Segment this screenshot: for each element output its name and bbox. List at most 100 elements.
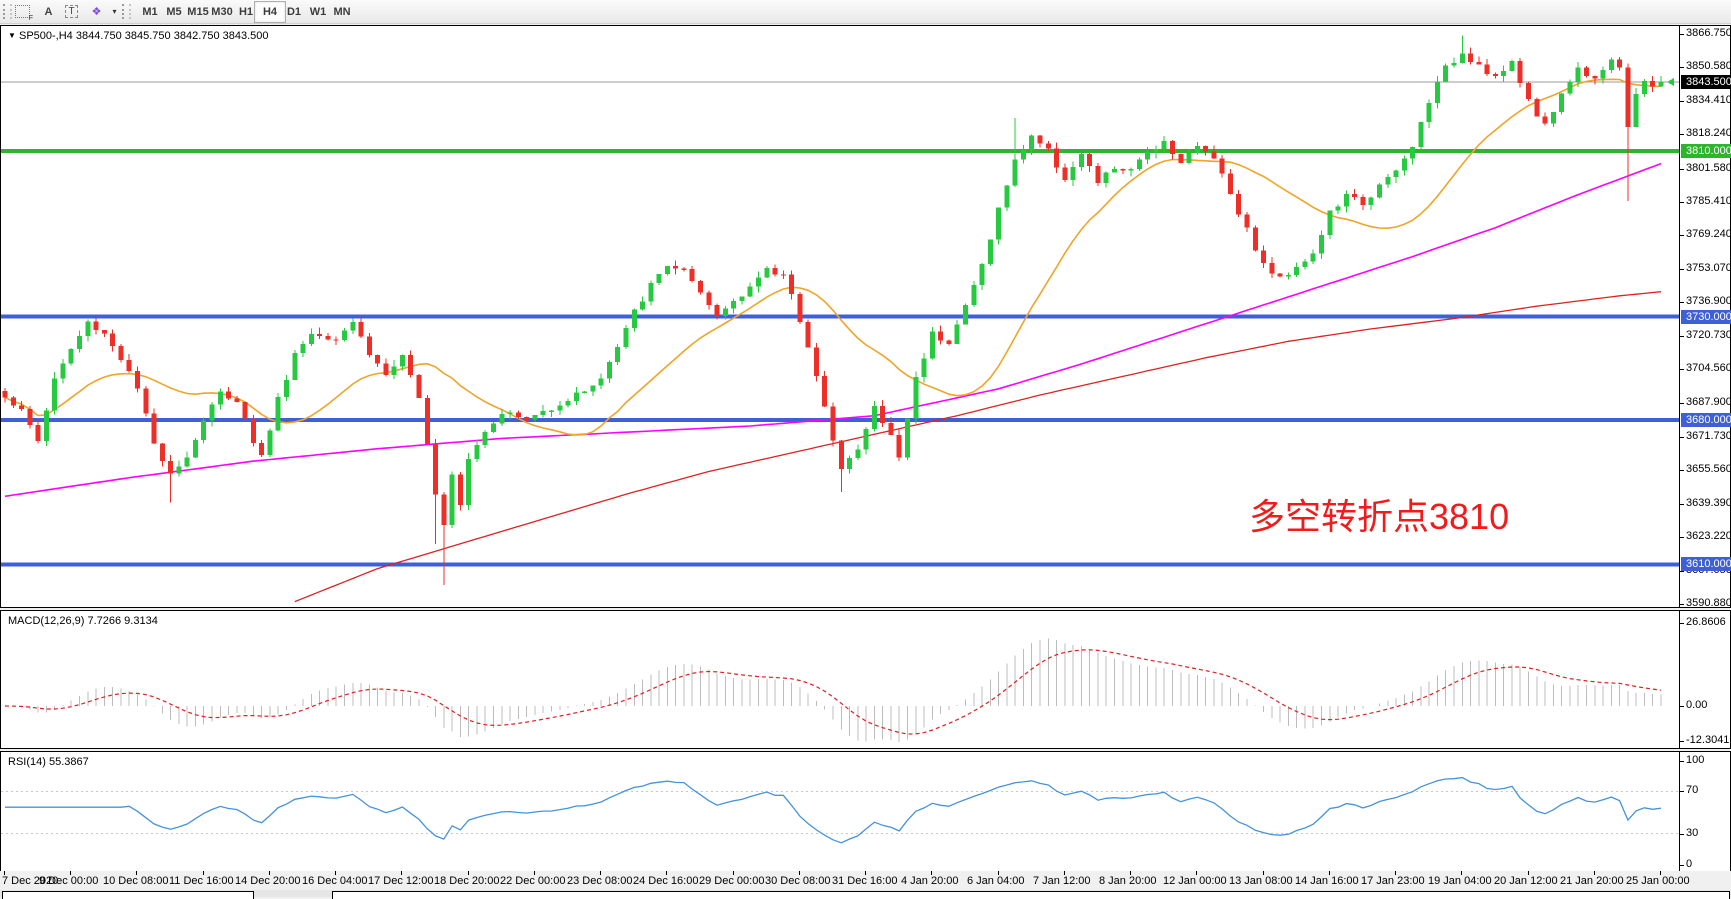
- macd-tick: [1680, 741, 1684, 742]
- price-tick-label: 3785.410: [1686, 195, 1731, 207]
- rsi-tick-label: 0: [1686, 858, 1693, 870]
- price-tick-label: 3639.390: [1686, 497, 1731, 509]
- tf-button-M5[interactable]: M5: [166, 6, 182, 18]
- price-level-box: 3810.000: [1681, 144, 1731, 158]
- time-tick-label: 11 Dec 16:00: [169, 875, 234, 887]
- toolbar-grip[interactable]: [3, 4, 12, 19]
- macd-panel[interactable]: MACD(12,26,9) 7.7266 9.3134 26.8606 0.00 -…: [0, 610, 1731, 749]
- time-tick: [269, 871, 270, 875]
- time-tick: [136, 871, 137, 875]
- time-tick-label: 23 Dec 08:00: [567, 875, 633, 887]
- macd-axis-separator: [1679, 611, 1680, 748]
- chart-dropdown-icon[interactable]: ▼: [8, 31, 16, 40]
- time-tick-label: 9 Dec 00:00: [39, 875, 99, 887]
- macd-tick-label: -12.3041: [1686, 734, 1730, 746]
- tf-button-H1[interactable]: H1: [238, 6, 254, 18]
- price-tick-label: 3623.220: [1686, 530, 1731, 542]
- rsi-tick-label: 30: [1686, 827, 1699, 839]
- price-tick-label: 3655.560: [1686, 463, 1731, 475]
- chart-grid-icon[interactable]: [14, 3, 33, 22]
- time-tick-label: 8 Jan 20:00: [1099, 875, 1157, 887]
- price-axis-separator: [1679, 26, 1680, 607]
- time-tick-label: 24 Dec 16:00: [633, 875, 699, 887]
- price-tick: [1680, 235, 1684, 236]
- time-tick: [1594, 871, 1595, 875]
- time-tick-label: 29 Dec 00:00: [699, 875, 765, 887]
- price-tick: [1680, 571, 1684, 572]
- price-tick-label: 3590.880: [1686, 597, 1731, 609]
- rsi-tick-label: 70: [1686, 784, 1699, 796]
- last-price-marker-icon: [1667, 77, 1674, 86]
- time-tick: [468, 871, 469, 875]
- price-level-box: 3680.000: [1681, 413, 1731, 427]
- price-tick: [1680, 302, 1684, 303]
- time-tick: [733, 871, 734, 875]
- price-tick-label: 3866.750: [1686, 27, 1731, 39]
- shapes-dropdown-caret-icon[interactable]: ▾: [112, 7, 117, 16]
- rsi-label: RSI(14) 55.3867: [8, 756, 89, 768]
- time-tick: [534, 871, 535, 875]
- time-tick: [1196, 871, 1197, 875]
- time-tick-label: 4 Jan 20:00: [901, 875, 959, 887]
- price-tick: [1680, 101, 1684, 102]
- chart-title: ▼ SP500-,H4 3844.750 3845.750 3842.750 3…: [8, 30, 269, 42]
- price-tick: [1680, 336, 1684, 337]
- time-tick: [1660, 871, 1661, 875]
- rsi-panel[interactable]: RSI(14) 55.3867 100 70 30 0: [0, 751, 1731, 872]
- price-tick: [1680, 437, 1684, 438]
- time-tick-label: 16 Dec 04:00: [302, 875, 368, 887]
- rsi-tick: [1680, 791, 1684, 792]
- tf-button-M15[interactable]: M15: [187, 6, 209, 18]
- price-chart-canvas[interactable]: [1, 26, 1679, 605]
- time-tick: [799, 871, 800, 875]
- text-box-icon[interactable]: T: [63, 3, 80, 20]
- price-axis[interactable]: 3866.750 3850.580 3834.410 3818.240 3801.580…: [1680, 26, 1731, 609]
- minimized-chart-window[interactable]: [332, 891, 1730, 899]
- tf-button-W1[interactable]: W1: [309, 6, 327, 18]
- tf-button-M30[interactable]: M30: [211, 6, 233, 18]
- chinese-annotation-text: 多空转折点3810: [1249, 496, 1510, 537]
- time-tick: [1461, 871, 1462, 875]
- macd-tick-label: 26.8606: [1686, 616, 1726, 628]
- bottom-window-strip: [0, 890, 1731, 899]
- tf-button-D1[interactable]: D1: [286, 6, 302, 18]
- time-tick-label: 14 Dec 20:00: [235, 875, 301, 887]
- chart-title-text: SP500-,H4 3844.750 3845.750 3842.750 384…: [18, 30, 269, 42]
- rsi-tick: [1680, 834, 1684, 835]
- main-chart-window[interactable]: ▼ SP500-,H4 3844.750 3845.750 3842.750 3…: [0, 25, 1731, 609]
- price-tick: [1680, 34, 1684, 35]
- macd-tick: [1680, 706, 1684, 707]
- toolbar-grip-2[interactable]: [122, 4, 131, 19]
- time-tick: [600, 871, 601, 875]
- time-tick: [70, 871, 71, 875]
- price-tick: [1680, 67, 1684, 68]
- price-tick: [1680, 403, 1684, 404]
- price-tick-label: 3850.580: [1686, 60, 1731, 72]
- rsi-axis[interactable]: 100 70 30 0: [1680, 752, 1730, 871]
- price-tick-label: 3736.900: [1686, 295, 1731, 307]
- time-tick: [666, 871, 667, 875]
- rsi-canvas: [1, 776, 1679, 844]
- time-tick: [1130, 871, 1131, 875]
- time-tick-label: 10 Dec 08:00: [103, 875, 169, 887]
- price-tick: [1680, 470, 1684, 471]
- tf-button-MN[interactable]: MN: [333, 6, 351, 18]
- tf-button-H4[interactable]: H4: [254, 1, 286, 23]
- minimized-chart-window[interactable]: [2, 891, 254, 899]
- tf-button-M1[interactable]: M1: [142, 6, 158, 18]
- time-tick-label: 13 Jan 08:00: [1229, 875, 1293, 887]
- time-tick-label: 22 Dec 00:00: [500, 875, 566, 887]
- shapes-tool-icon[interactable]: ❖: [91, 6, 102, 18]
- text-annotate-icon[interactable]: A: [44, 5, 53, 18]
- time-axis[interactable]: 7 Dec 2020 9 Dec 00:00 10 Dec 08:00 11 Dec …: [0, 871, 1731, 889]
- price-tick-label: 3801.580: [1686, 162, 1731, 174]
- rsi-tick: [1680, 761, 1684, 762]
- time-tick: [203, 871, 204, 875]
- time-tick-label: 31 Dec 16:00: [832, 875, 898, 887]
- price-tick: [1680, 369, 1684, 370]
- macd-axis[interactable]: 26.8606 0.00 -12.3041: [1680, 611, 1730, 748]
- macd-canvas: [4, 638, 1662, 742]
- time-tick-label: 20 Jan 12:00: [1494, 875, 1558, 887]
- price-tick-label: 3720.730: [1686, 329, 1731, 341]
